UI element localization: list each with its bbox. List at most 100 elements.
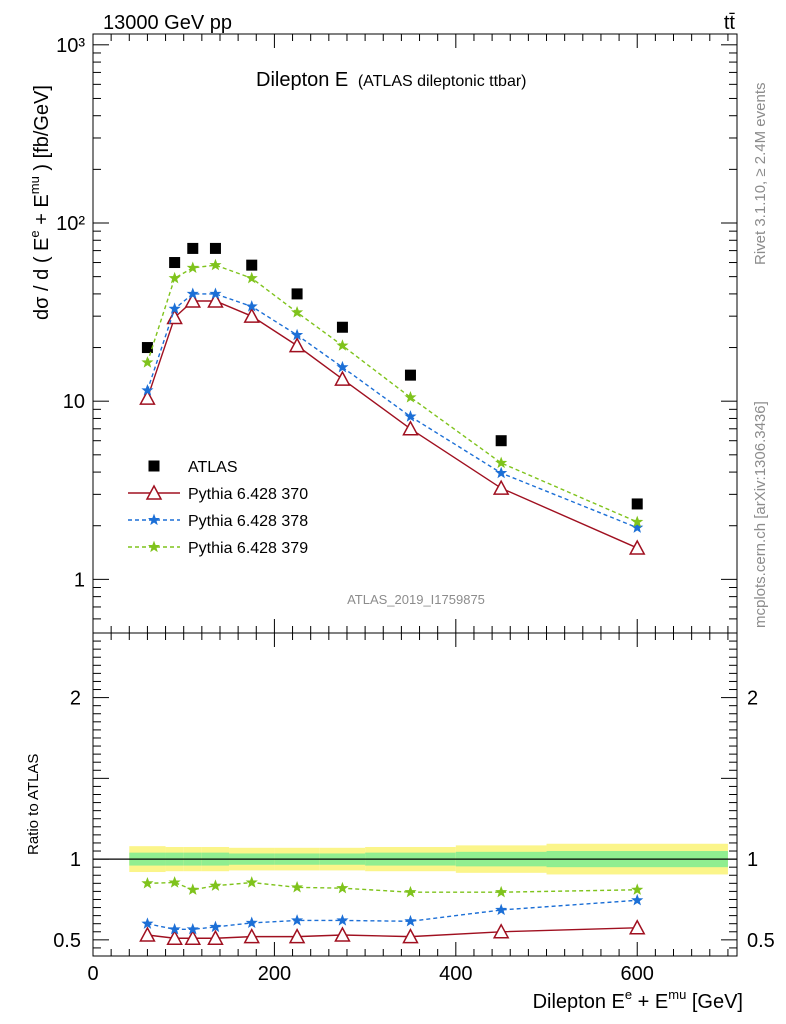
- data-point: [492, 479, 510, 495]
- data-point: [291, 306, 304, 318]
- ratio-panel: 0 200 400 600 0.5 0.5 1 1 2 2: [53, 632, 775, 985]
- ratio-y-tick-label: 1: [70, 849, 81, 871]
- main-ylabel: dσ / d ( Ee + Emu ) [fb/GeV]: [27, 85, 53, 320]
- data-point: [184, 292, 202, 308]
- ratio-data-point: [168, 922, 181, 935]
- data-point: [209, 258, 222, 271]
- ratio-y-tick-label: 0.5: [53, 930, 81, 952]
- energy-label: 13000 GeV pp: [103, 12, 232, 34]
- data-point: [139, 389, 156, 405]
- ratio-data-point: [186, 922, 199, 935]
- data-point: [291, 328, 304, 341]
- data-point: [288, 337, 306, 353]
- data-point: [187, 242, 199, 254]
- ratio-data-point: [402, 928, 419, 944]
- data-point: [495, 466, 508, 479]
- ratio-frame: [92, 632, 738, 957]
- data-point: [628, 539, 646, 555]
- series-3: [141, 258, 644, 528]
- y-tick-label: 10³: [56, 35, 85, 57]
- data-point: [631, 521, 644, 533]
- ratio-y-tick-label: 2: [70, 688, 81, 710]
- data-point: [336, 339, 349, 351]
- data-point: [245, 300, 258, 312]
- ratio-data-point: [168, 876, 181, 888]
- ratio-data-point: [334, 926, 351, 942]
- ratio-y-tick-label-right: 1: [747, 849, 758, 871]
- ratio-data-point: [243, 928, 260, 944]
- data-point: [186, 287, 199, 300]
- data-point: [209, 242, 221, 254]
- ratio-data-point: [184, 929, 202, 945]
- ratio-series-1: [141, 893, 644, 935]
- ratio-ylabel: Ratio to ATLAS: [25, 754, 42, 855]
- ratio-data-point: [141, 917, 154, 929]
- analysis-id-label: ATLAS_2019_I1759875: [347, 592, 485, 607]
- ratio-data-point: [631, 893, 644, 906]
- x-tick-label: 200: [258, 963, 291, 985]
- y-tick-label: 10: [63, 391, 85, 413]
- ratio-data-point: [288, 928, 306, 944]
- data-point: [404, 410, 417, 422]
- ratio-series-0: [139, 919, 646, 945]
- data-point: [141, 383, 154, 396]
- legend-label: Pythia 6.428 379: [188, 540, 308, 557]
- data-point: [168, 271, 181, 284]
- data-point: [166, 308, 183, 325]
- main-subtitle-text: (ATLAS dileptonic ttbar): [358, 73, 527, 90]
- data-point: [209, 287, 222, 300]
- ratio-data-point: [336, 914, 349, 926]
- ratio-series-line: [147, 899, 638, 931]
- data-point: [334, 370, 351, 386]
- ratio-data-point: [245, 916, 258, 929]
- x-tick-label: 400: [439, 963, 472, 985]
- series-line: [146, 300, 638, 549]
- ratio-series-line: [147, 927, 638, 939]
- ratio-y-tick-label-right: 2: [747, 688, 758, 710]
- x-tick-label: 600: [621, 963, 654, 985]
- x-axis-label: Dilepton Ee + Emu [GeV]: [533, 987, 743, 1013]
- series-line: [146, 264, 638, 523]
- data-point: [336, 360, 349, 373]
- data-point: [495, 456, 508, 469]
- ratio-data-point: [166, 929, 183, 945]
- ratio-data-point: [291, 881, 304, 893]
- legend-marker: [145, 484, 163, 500]
- data-point: [495, 435, 507, 447]
- ratio-data-point: [631, 883, 644, 895]
- legend-marker: [147, 540, 161, 553]
- data-point: [243, 307, 260, 323]
- ratio-data-point: [209, 879, 222, 891]
- data-point: [186, 261, 199, 274]
- ratio-series-2: [141, 876, 644, 898]
- series-line: [146, 293, 638, 529]
- data-point: [631, 515, 644, 528]
- legend-label: Pythia 6.428 378: [188, 513, 308, 530]
- legend-label: Pythia 6.428 370: [188, 486, 308, 503]
- main-title: Dilepton E (ATLAS dileptonic ttbar): [256, 69, 527, 91]
- data-point: [404, 369, 416, 381]
- ratio-data-point: [495, 903, 508, 916]
- ratio-data-point: [141, 876, 154, 889]
- legend-label: ATLAS: [188, 459, 238, 476]
- ratio-data-point: [139, 926, 156, 942]
- legend-marker: [147, 513, 161, 526]
- ratio-data-point: [492, 923, 510, 939]
- rivet-version-label: Rivet 3.1.10, ≥ 2.4M events: [752, 83, 769, 266]
- ratio-data-point: [404, 914, 417, 927]
- x-tick-label: 0: [87, 963, 98, 985]
- data-point: [245, 271, 258, 284]
- y-tick-label: 1: [74, 569, 85, 591]
- ratio-data-point: [336, 881, 349, 894]
- ratio-data-point: [291, 914, 304, 926]
- data-point: [631, 498, 643, 510]
- ratio-data-point: [209, 920, 222, 933]
- series-1: [139, 292, 646, 555]
- ratio-data-point: [186, 883, 199, 895]
- y-tick-label: 10²: [56, 213, 85, 235]
- data-point: [402, 420, 419, 436]
- main-panel: 1 10 10² 10³: [56, 33, 738, 634]
- ratio-data-point: [495, 885, 508, 898]
- main-title-text: Dilepton E: [256, 69, 348, 91]
